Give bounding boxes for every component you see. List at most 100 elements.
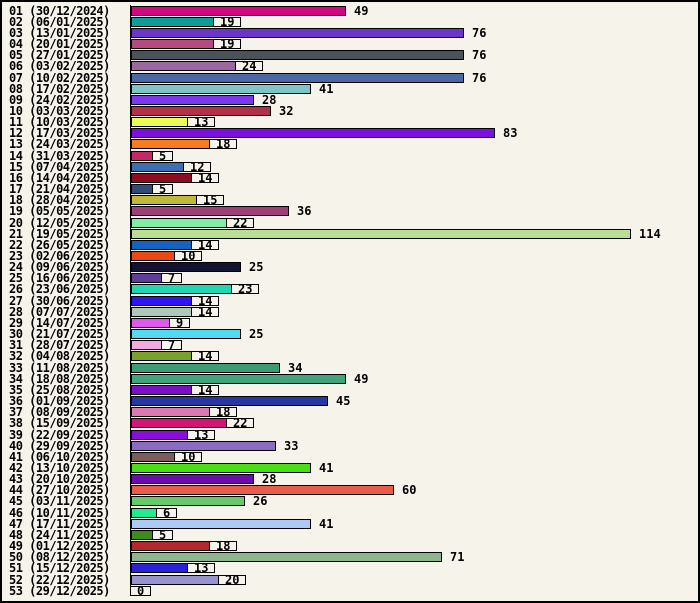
row-label: 41 (06/10/2025) — [9, 449, 110, 464]
value-label: 32 — [279, 103, 294, 118]
value-label: 7 — [161, 339, 183, 351]
bar — [131, 217, 227, 228]
bar-track: 33 — [130, 440, 698, 452]
bar — [131, 541, 210, 552]
value-label: 14 — [191, 239, 220, 251]
row-label: 30 (21/07/2025) — [9, 327, 110, 342]
bar-track: 13 — [130, 562, 698, 574]
row-label: 37 (08/09/2025) — [9, 405, 110, 420]
bar — [131, 396, 328, 407]
bar-track: 76 — [130, 27, 698, 39]
chart-row: 13 (24/03/2025) 18 — [2, 137, 698, 152]
value-label: 36 — [297, 204, 312, 219]
bar — [131, 5, 346, 16]
chart-row: 16 (14/04/2025) 14 — [2, 172, 698, 184]
row-label: 12 (17/03/2025) — [9, 126, 110, 141]
bar-track: 10 — [130, 451, 698, 463]
value-label: 76 — [472, 70, 487, 85]
row-label: 27 (30/06/2025) — [9, 293, 110, 308]
row-label: 04 (20/01/2025) — [9, 37, 110, 52]
bar-track: 13 — [130, 116, 698, 128]
bar — [131, 351, 192, 362]
row-label: 07 (10/02/2025) — [9, 70, 110, 85]
value-label: 34 — [288, 360, 303, 375]
value-label: 14 — [191, 384, 220, 396]
bar-track: 12 — [130, 161, 698, 173]
bar — [131, 139, 210, 150]
value-label: 6 — [156, 507, 178, 519]
bar — [131, 94, 254, 105]
value-label: 41 — [319, 460, 334, 475]
bar-track: 10 — [130, 250, 698, 262]
chart-row: 05 (27/01/2025) 76 — [2, 49, 698, 61]
row-label: 48 (24/11/2025) — [9, 527, 110, 542]
value-label: 20 — [218, 574, 247, 586]
row-label: 53 (29/12/2025) — [9, 583, 110, 598]
bar — [131, 507, 157, 518]
bar-track: 14 — [130, 239, 698, 251]
bar-track: 76 — [130, 49, 698, 61]
bar-track: 22 — [130, 417, 698, 429]
bar-track: 34 — [130, 360, 698, 375]
row-label: 01 (30/12/2024) — [9, 3, 110, 18]
value-label: 19 — [213, 38, 242, 50]
bar — [131, 529, 153, 540]
row-label: 50 (08/12/2025) — [9, 550, 110, 565]
bar-track: 6 — [130, 507, 698, 519]
chart-row: 03 (13/01/2025) 76 — [2, 27, 698, 39]
value-label: 15 — [196, 194, 225, 206]
bar — [131, 317, 170, 328]
chart-row: 33 (11/08/2025) 34 — [2, 360, 698, 375]
value-label: 60 — [402, 483, 417, 498]
bar-track: 19 — [130, 38, 698, 50]
value-label: 22 — [226, 417, 255, 429]
row-label: 46 (10/11/2025) — [9, 505, 110, 520]
value-label: 10 — [174, 451, 203, 463]
chart-row: 37 (08/09/2025) 18 — [2, 405, 698, 420]
value-label: 26 — [253, 494, 268, 509]
bar-track: 22 — [130, 217, 698, 229]
row-label: 32 (04/08/2025) — [9, 349, 110, 364]
bar-track: 83 — [130, 127, 698, 139]
bar — [131, 117, 188, 128]
chart-row: 29 (14/07/2025) 9 — [2, 317, 698, 329]
bar-track: 41 — [130, 518, 698, 530]
bar-track: 71 — [130, 551, 698, 563]
chart-row: 11 (10/03/2025) 13 — [2, 116, 698, 128]
row-label: 28 (07/07/2025) — [9, 304, 110, 319]
chart-row: 02 (06/01/2025) 19 — [2, 16, 698, 28]
bar-track: 9 — [130, 317, 698, 329]
chart-row: 12 (17/03/2025) 83 — [2, 126, 698, 141]
bar — [131, 161, 184, 172]
bar — [131, 329, 241, 340]
bar — [131, 362, 280, 373]
bar-track: 5 — [130, 150, 698, 162]
chart-row: 36 (01/09/2025) 45 — [2, 395, 698, 407]
chart-row: 48 (24/11/2025) 5 — [2, 527, 698, 542]
bar-track: 23 — [130, 283, 698, 295]
bar-track: 5 — [130, 183, 698, 195]
bar — [131, 150, 153, 161]
chart-row: 17 (21/04/2025) 5 — [2, 183, 698, 195]
bar-track: 0 — [130, 585, 698, 597]
row-label: 51 (15/12/2025) — [9, 561, 110, 576]
chart-row: 10 (03/03/2025) 32 — [2, 103, 698, 118]
bar — [131, 462, 311, 473]
chart-row: 07 (10/02/2025) 76 — [2, 70, 698, 85]
chart-row: 15 (07/04/2025) 12 — [2, 161, 698, 173]
bar — [131, 407, 210, 418]
row-label: 08 (17/02/2025) — [9, 81, 110, 96]
value-label: 7 — [161, 272, 183, 284]
value-label: 14 — [191, 295, 220, 307]
row-label: 52 (22/12/2025) — [9, 572, 110, 587]
bar-track: 45 — [130, 395, 698, 407]
chart-row: 53 (29/12/2025) 0 — [2, 583, 698, 598]
bar — [131, 429, 188, 440]
row-label: 10 (03/03/2025) — [9, 103, 110, 118]
row-label: 33 (11/08/2025) — [9, 360, 110, 375]
bar-track: 36 — [130, 204, 698, 219]
value-label: 0 — [130, 585, 152, 597]
value-label: 13 — [187, 116, 216, 128]
row-label: 13 (24/03/2025) — [9, 137, 110, 152]
